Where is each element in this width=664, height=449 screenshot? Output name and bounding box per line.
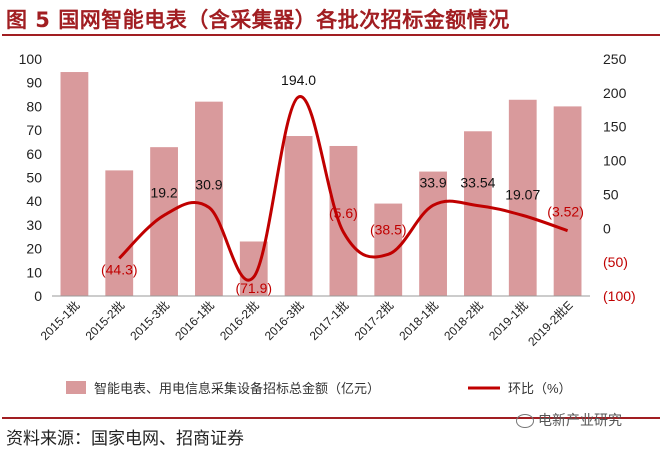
data-label: 19.07	[505, 186, 540, 202]
left-tick-label: 90	[26, 75, 42, 91]
data-label: 33.9	[419, 174, 446, 190]
watermark-text: 电新产业研究	[538, 413, 622, 429]
bar	[195, 101, 223, 296]
data-label: 194.0	[281, 72, 316, 88]
x-tick-label: 2017-2批	[351, 298, 397, 344]
x-tick-label: 2018-1批	[396, 298, 442, 344]
data-label: (5.6)	[329, 205, 358, 221]
bar	[419, 171, 447, 296]
left-tick-label: 30	[26, 217, 42, 233]
right-tick-label: 200	[603, 85, 627, 101]
bar	[284, 136, 313, 296]
footer-divider	[2, 417, 660, 419]
x-tick-label: 2015-2批	[82, 298, 128, 344]
left-tick-label: 100	[19, 51, 43, 67]
left-axis: 0 10 20 30 40 50 60 70 80 90 100	[19, 51, 43, 304]
x-tick-label: 2015-1批	[37, 298, 83, 344]
left-tick-label: 40	[26, 193, 42, 209]
bar	[60, 72, 89, 296]
right-tick-label: (50)	[603, 254, 628, 270]
data-label: (44.3)	[101, 261, 138, 277]
left-tick-label: 20	[26, 241, 42, 257]
bar	[329, 145, 358, 296]
x-tick-label: 2016-2批	[216, 298, 262, 344]
watermark: 电新产业研究	[516, 410, 622, 430]
left-tick-label: 50	[26, 170, 42, 186]
data-label: (71.9)	[235, 280, 272, 296]
right-tick-label: 50	[603, 186, 619, 202]
x-tick-label: 2017-1批	[306, 298, 352, 344]
data-label: 33.54	[460, 175, 495, 191]
left-tick-label: 10	[26, 264, 42, 280]
left-tick-label: 80	[26, 98, 42, 114]
bar-series	[60, 72, 582, 297]
line-series	[118, 95, 569, 282]
data-label: 30.9	[195, 176, 222, 192]
right-tick-label: 150	[603, 119, 627, 135]
legend-label-line: 环比（%）	[508, 381, 572, 396]
line-path	[118, 95, 569, 282]
legend-swatch-bar	[66, 381, 86, 394]
source-note: 资料来源：国家电网、招商证券	[6, 429, 244, 449]
right-tick-label: 250	[603, 51, 627, 67]
right-tick-label: 0	[603, 220, 611, 236]
x-tick-label: 2015-3批	[127, 298, 173, 344]
x-tick-label: 2016-3批	[261, 298, 307, 344]
legend-label-bar: 智能电表、用电信息采集设备招标总金额（亿元）	[94, 381, 380, 396]
legend: 智能电表、用电信息采集设备招标总金额（亿元） 环比（%）	[66, 381, 572, 396]
data-label: (3.52)	[547, 204, 584, 220]
right-tick-label: 100	[603, 153, 627, 169]
bar	[553, 106, 582, 297]
data-label: 19.2	[150, 184, 177, 200]
x-tick-label: 2019-2批E	[525, 298, 576, 349]
x-tick-label: 2018-2批	[441, 298, 487, 344]
bar	[105, 170, 134, 296]
x-tick-label: 2019-1批	[485, 298, 531, 344]
x-axis: 2015-1批 2015-2批 2015-3批 2016-1批 2016-2批 2016-…	[37, 295, 590, 349]
left-tick-label: 70	[26, 122, 42, 138]
right-axis: 250 200 150 100 50 0 (50) (100)	[603, 51, 636, 304]
bar	[464, 131, 492, 296]
point-labels: (44.3) 19.2 30.9 (71.9) 194.0 (5.6) (38.5) 33.9…	[101, 72, 584, 296]
x-tick-label: 2016-1批	[172, 298, 218, 344]
left-tick-label: 60	[26, 146, 42, 162]
chart-title: 图 5 国网智能电表（含采集器）各批次招标金额情况	[6, 8, 510, 32]
left-tick-label: 0	[34, 288, 42, 304]
data-label: (38.5)	[370, 221, 407, 237]
title-divider	[2, 34, 660, 36]
wechat-icon	[516, 414, 534, 428]
bar	[508, 99, 537, 296]
right-tick-label: (100)	[603, 288, 636, 304]
